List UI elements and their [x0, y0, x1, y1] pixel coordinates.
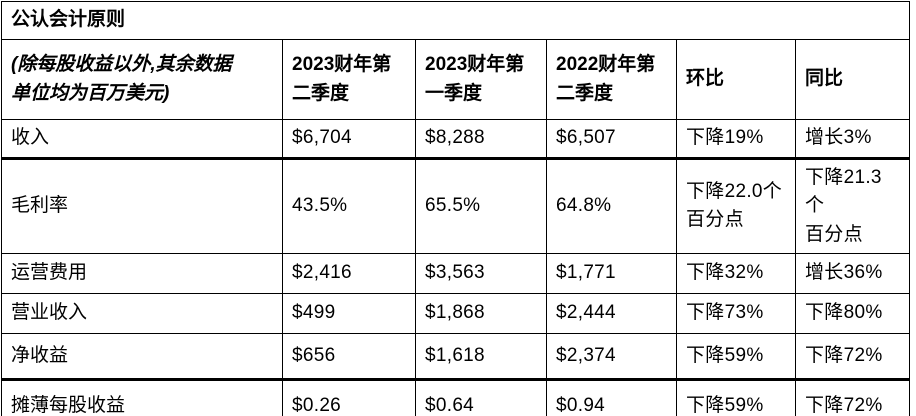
- table-row-operating-income: 营业收入 $499 $1,868 $2,444 下降73% 下降80%: [1, 293, 911, 334]
- column-header-fy2023-q1: 2023财年第 一季度: [415, 39, 547, 120]
- column-header-fy2022-q2: 2022财年第 二季度: [546, 39, 677, 120]
- value-cell: $6,507: [546, 119, 677, 160]
- value-cell: $0.64: [415, 379, 547, 416]
- table-row-gross-margin: 毛利率 43.5% 65.5% 64.8% 下降22.0个 百分点 下降21.3…: [1, 157, 911, 254]
- column-header-qoq: 环比: [676, 39, 796, 120]
- table-header-row: (除每股收益以外,其余数据 单位均为百万美元) 2023财年第 二季度 2023…: [1, 39, 911, 120]
- value-cell: $2,374: [546, 333, 677, 381]
- value-cell: $6,704: [282, 119, 416, 160]
- value-cell: 下降80%: [794, 293, 911, 334]
- value-cell: $3,563: [415, 253, 547, 294]
- column-header-yoy: 同比: [794, 39, 911, 120]
- value-cell: $1,618: [415, 333, 547, 381]
- value-cell: $2,444: [546, 293, 677, 334]
- value-cell: $656: [282, 333, 416, 381]
- table-row-net-income: 净收益 $656 $1,618 $2,374 下降59% 下降72%: [1, 333, 911, 381]
- value-cell: 下降59%: [676, 333, 796, 381]
- row-label: 营业收入: [1, 293, 283, 334]
- row-label: 净收益: [1, 333, 283, 381]
- column-header-fy2023-q2: 2023财年第 二季度: [282, 39, 416, 120]
- value-cell: 下降21.3个 百分点: [794, 157, 911, 254]
- value-cell: $0.26: [282, 379, 416, 416]
- table-row-revenue: 收入 $6,704 $8,288 $6,507 下降19% 增长3%: [1, 119, 911, 160]
- table-title: 公认会计原则: [0, 1, 911, 40]
- unit-note-header: (除每股收益以外,其余数据 单位均为百万美元): [1, 39, 283, 120]
- value-cell: $8,288: [415, 119, 547, 160]
- value-cell: 下降59%: [676, 379, 796, 416]
- row-label: 毛利率: [1, 157, 283, 254]
- value-cell: 下降72%: [794, 379, 911, 416]
- table-title-row: 公认会计原则: [0, 1, 911, 40]
- value-cell: 增长3%: [794, 119, 911, 160]
- value-cell: $0.94: [546, 379, 677, 416]
- value-cell: 65.5%: [415, 157, 547, 254]
- value-cell: $2,416: [282, 253, 416, 294]
- value-cell: 下降73%: [676, 293, 796, 334]
- value-cell: 下降32%: [676, 253, 796, 294]
- row-label: 摊薄每股收益: [1, 379, 283, 416]
- row-label: 运营费用: [1, 253, 283, 294]
- table-row-operating-expenses: 运营费用 $2,416 $3,563 $1,771 下降32% 增长36%: [1, 253, 911, 294]
- value-cell: 下降22.0个 百分点: [676, 157, 796, 254]
- row-label: 收入: [1, 119, 283, 160]
- value-cell: 下降19%: [676, 119, 796, 160]
- table-row-diluted-eps: 摊薄每股收益 $0.26 $0.64 $0.94 下降59% 下降72%: [1, 379, 911, 416]
- value-cell: $1,771: [546, 253, 677, 294]
- value-cell: 下降72%: [794, 333, 911, 381]
- value-cell: 64.8%: [546, 157, 677, 254]
- value-cell: $1,868: [415, 293, 547, 334]
- value-cell: $499: [282, 293, 416, 334]
- value-cell: 43.5%: [282, 157, 416, 254]
- value-cell: 增长36%: [794, 253, 911, 294]
